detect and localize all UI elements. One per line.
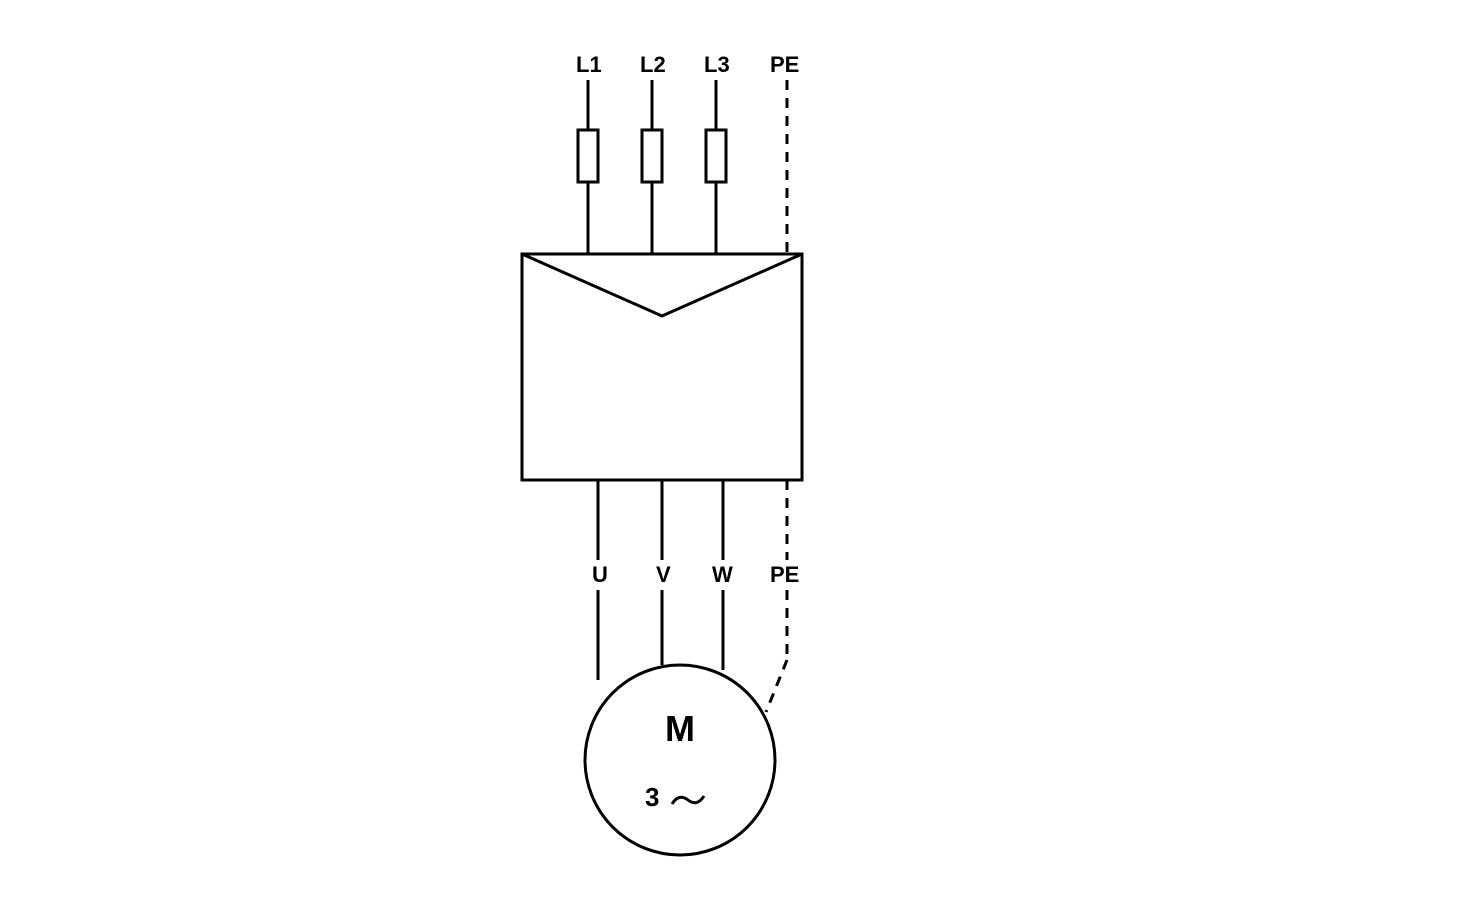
wires-fuse-to-box — [588, 182, 716, 254]
label-u: U — [592, 562, 608, 588]
top-wires — [588, 80, 716, 130]
label-pe-top: PE — [770, 52, 799, 78]
label-v: V — [656, 562, 671, 588]
label-l2: L2 — [640, 52, 666, 78]
wiring-diagram — [0, 0, 1464, 900]
label-w: W — [712, 562, 733, 588]
controller-box — [522, 254, 802, 480]
wires-box-to-midlabels — [598, 480, 723, 560]
label-pe-mid: PE — [770, 562, 799, 588]
label-l1: L1 — [576, 52, 602, 78]
fuses — [578, 130, 726, 182]
pe-lower-dashed — [766, 590, 787, 712]
motor-symbol — [585, 665, 775, 855]
label-motor-three: 3 — [645, 782, 659, 813]
label-l3: L3 — [704, 52, 730, 78]
label-motor-m: M — [665, 708, 695, 750]
